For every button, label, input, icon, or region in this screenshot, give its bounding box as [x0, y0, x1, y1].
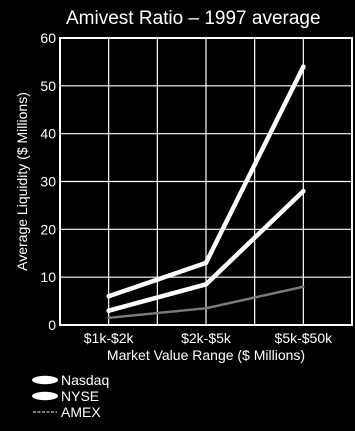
y-tick-label-60: 60: [40, 30, 56, 46]
x-tick-label-2: $2k-$5k: [181, 330, 232, 346]
series-1-point-2: [203, 260, 209, 266]
legend-label-1: Nasdaq: [61, 372, 109, 388]
y-tick-label-10: 10: [40, 269, 56, 285]
series-2-point-3: [301, 188, 306, 194]
series-1-point-1: [106, 294, 111, 299]
y-tick-label-40: 40: [40, 126, 56, 142]
series-3-point-1: [107, 316, 110, 320]
series-1-point-3: [301, 64, 306, 69]
x-tick-label-1: $1k-$2k: [84, 330, 135, 346]
legend-swatch-2: [32, 391, 58, 401]
y-tick-label-30: 30: [40, 174, 56, 190]
series-3-point-2: [204, 307, 208, 310]
y-tick-label-0: 0: [48, 317, 56, 333]
y-tick-label-50: 50: [40, 78, 56, 94]
series-2-point-2: [203, 282, 209, 287]
chart-title: Amivest Ratio – 1997 average: [66, 8, 321, 29]
y-axis-label: Average Liquidity ($ Millions): [14, 92, 30, 271]
x-tick-label-3: $5k-$50k: [275, 330, 334, 346]
legend-label-3: AMEX: [61, 404, 101, 420]
series-2-point-1: [106, 308, 111, 313]
series-3-point-3: [302, 285, 305, 288]
legend-label-2: NYSE: [61, 388, 99, 404]
legend-swatch-1: [32, 375, 58, 385]
y-tick-label-20: 20: [40, 221, 56, 237]
x-axis-label: Market Value Range ($ Millions): [107, 347, 305, 363]
